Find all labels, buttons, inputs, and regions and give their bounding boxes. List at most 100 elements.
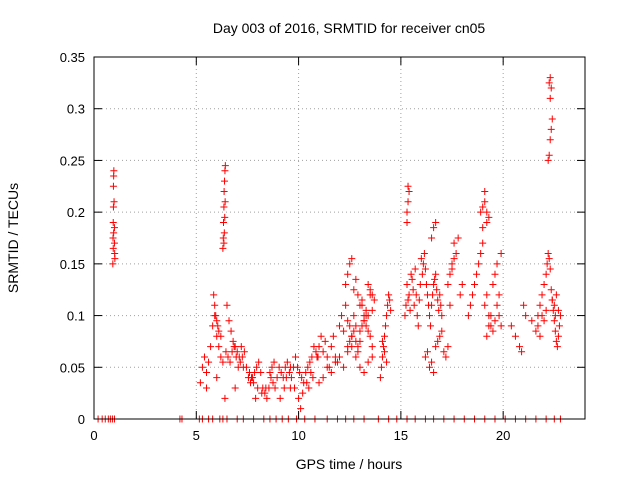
data-point: [481, 198, 489, 206]
data-point: [464, 312, 472, 320]
data-point: [487, 312, 495, 320]
data-point: [428, 358, 436, 366]
data-point: [277, 368, 285, 376]
data-point: [276, 394, 284, 402]
data-point: [221, 213, 229, 221]
data-point: [262, 384, 270, 392]
data-point: [362, 312, 370, 320]
data-point: [477, 250, 485, 258]
data-point: [431, 275, 439, 283]
data-point: [294, 363, 302, 371]
data-point: [356, 327, 364, 335]
data-point: [540, 317, 548, 325]
data-point: [109, 218, 117, 226]
data-point: [381, 332, 389, 340]
y-tick-label: 0.15: [60, 257, 85, 272]
data-point: [240, 348, 248, 356]
data-point: [418, 270, 426, 278]
data-point: [542, 306, 550, 314]
data-point: [220, 203, 228, 211]
data-point: [270, 358, 278, 366]
data-point: [214, 322, 222, 330]
x-tick-labels: 0 5 10 15 20: [90, 428, 510, 443]
data-point: [340, 327, 348, 335]
data-point: [547, 286, 555, 294]
data-point: [456, 291, 464, 299]
data-point: [545, 151, 553, 159]
data-point: [429, 291, 437, 299]
data-point: [319, 374, 327, 382]
data-point: [428, 301, 436, 309]
data-point: [383, 312, 391, 320]
data-point: [225, 317, 233, 325]
x-tick-label: 20: [496, 428, 510, 443]
data-point: [220, 218, 228, 226]
data-point: [350, 286, 358, 294]
data-point: [254, 384, 262, 392]
data-point: [548, 296, 556, 304]
data-point: [222, 348, 230, 356]
data-point: [233, 348, 241, 356]
data-point: [346, 260, 354, 268]
data-point: [213, 317, 221, 325]
data-point: [213, 374, 221, 382]
data-point: [250, 379, 258, 387]
data-point: [542, 270, 550, 278]
x-axis-label: GPS time / hours: [296, 456, 403, 472]
data-point: [485, 322, 493, 330]
data-point: [286, 363, 294, 371]
data-point: [321, 337, 329, 345]
data-point: [489, 281, 497, 289]
data-point: [338, 312, 346, 320]
data-point: [550, 301, 558, 309]
data-point: [200, 353, 208, 361]
data-point: [285, 368, 293, 376]
data-points: [94, 74, 564, 423]
data-point: [383, 358, 391, 366]
data-point: [366, 332, 374, 340]
data-point: [555, 322, 563, 330]
data-point: [109, 260, 117, 268]
data-point: [479, 224, 487, 232]
data-point: [444, 343, 452, 351]
data-point: [421, 353, 429, 361]
data-point: [538, 312, 546, 320]
data-point: [364, 281, 372, 289]
data-point: [283, 358, 291, 366]
data-point: [430, 368, 438, 376]
data-point: [536, 301, 544, 309]
data-point: [423, 348, 431, 356]
data-point: [110, 239, 118, 247]
y-tick-label: 0: [78, 412, 85, 427]
data-point: [253, 363, 261, 371]
data-point: [297, 405, 305, 413]
data-point: [109, 182, 117, 190]
data-point: [403, 218, 411, 226]
data-point: [440, 348, 448, 356]
data-point: [479, 239, 487, 247]
data-point: [231, 343, 239, 351]
data-point: [544, 156, 552, 164]
data-point: [370, 296, 378, 304]
data-point: [551, 327, 559, 335]
data-point: [401, 312, 409, 320]
data-point: [433, 286, 441, 294]
data-point: [495, 291, 503, 299]
data-point: [483, 218, 491, 226]
data-point: [273, 374, 281, 382]
data-point: [407, 270, 415, 278]
data-point: [547, 125, 555, 133]
data-point: [226, 358, 234, 366]
data-point: [263, 394, 271, 402]
data-point: [434, 337, 442, 345]
data-point: [477, 208, 485, 216]
x-tick-label: 5: [193, 428, 200, 443]
data-point: [312, 348, 320, 356]
data-point: [203, 384, 211, 392]
y-tick-label: 0.25: [60, 153, 85, 168]
data-point: [552, 291, 560, 299]
data-point: [507, 322, 515, 330]
data-point: [438, 327, 446, 335]
data-point: [110, 229, 118, 237]
data-point: [452, 250, 460, 258]
